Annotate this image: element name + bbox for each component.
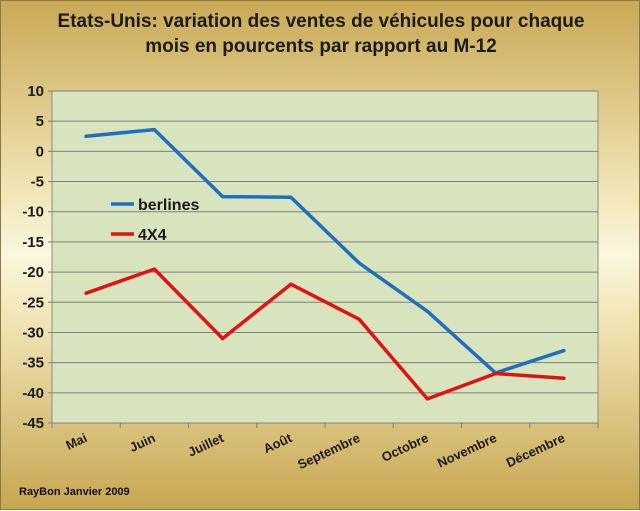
credit-text: RayBon Janvier 2009 [19,486,130,498]
chart-title-line-1: Etats-Unis: variation des ventes de véhi… [57,11,585,32]
series-line-4x4 [84,267,566,401]
x-tick-label: Août [261,430,295,456]
x-tick-label: Juin [127,430,158,455]
y-tick-label: -15 [22,234,44,251]
chart-title-line-2: mois en pourcents par rapport au M-12 [145,36,497,57]
legend-label: berlines [138,197,199,214]
data-point [562,348,566,353]
y-tick-label: -45 [22,415,44,432]
y-tick-label: 10 [27,83,44,100]
y-tick-label: -25 [22,294,44,311]
data-point [84,134,88,138]
y-tick-label: -20 [22,264,44,281]
x-tick-label: Octobre [379,430,431,465]
x-tick-label: Décembre [504,430,567,470]
x-tick-label: Juillet [185,430,226,460]
data-point [152,267,156,271]
data-point [357,317,361,321]
data-point [494,371,498,376]
data-point [152,128,156,132]
data-point [289,282,293,286]
y-tick-label: -35 [22,355,44,372]
y-tick-label: -30 [22,324,44,341]
x-tick-label: Mai [63,430,89,453]
data-point [84,291,88,295]
y-tick-label: -10 [22,204,44,221]
y-tick-label: 5 [36,113,44,130]
data-point [562,376,566,380]
y-tick-label: 0 [36,143,44,160]
legend-label: 4X4 [138,227,167,244]
data-point [357,261,361,265]
x-tick-label: Septembre [295,430,362,472]
data-point [425,397,429,401]
data-point [425,309,429,313]
series-line-berlines [84,127,566,375]
data-point [289,195,293,199]
y-tick-label: -5 [31,174,44,191]
data-point [221,336,225,341]
x-tick-label: Novembre [435,430,499,470]
y-tick-label: -40 [22,385,44,402]
data-point [221,195,225,199]
